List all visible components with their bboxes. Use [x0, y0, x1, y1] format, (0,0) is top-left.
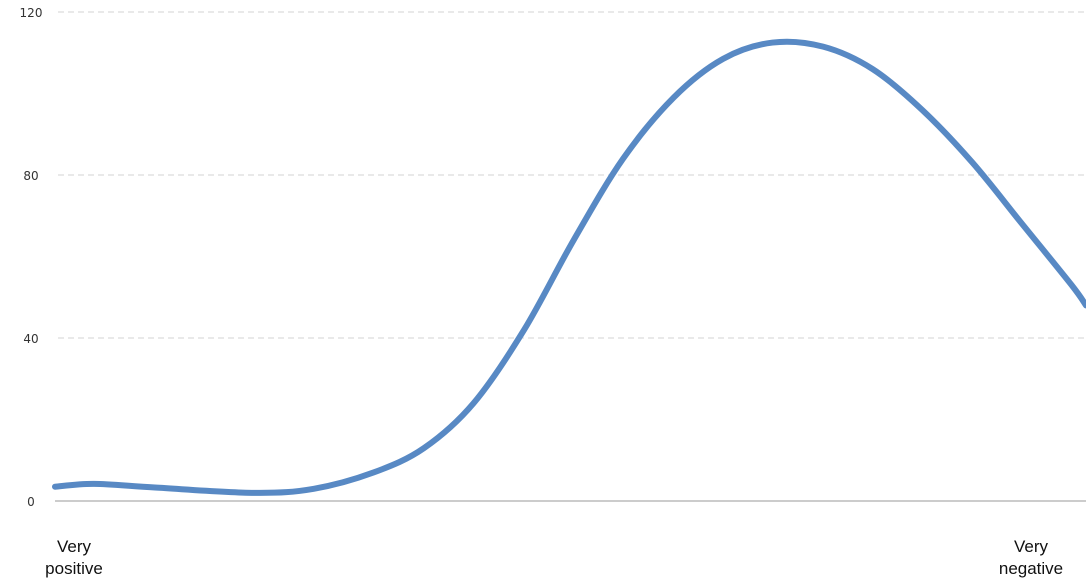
- y-tick-label: 120: [20, 6, 43, 20]
- y-tick-label: 0: [27, 495, 35, 509]
- x-axis-labels: Very positive Very negative: [45, 537, 1063, 578]
- gridlines: [58, 11, 1086, 339]
- series-line: [52, 38, 1086, 496]
- x-tick-label: Very: [57, 537, 92, 556]
- y-tick-label: 80: [23, 169, 38, 183]
- y-tick-label: 40: [23, 332, 38, 346]
- x-tick-label: Very: [1014, 537, 1049, 556]
- series-layer: [52, 38, 1086, 496]
- x-tick-label: positive: [45, 559, 103, 578]
- x-tick-label: negative: [999, 559, 1063, 578]
- y-axis-ticks: 0 40 80 120: [20, 6, 43, 509]
